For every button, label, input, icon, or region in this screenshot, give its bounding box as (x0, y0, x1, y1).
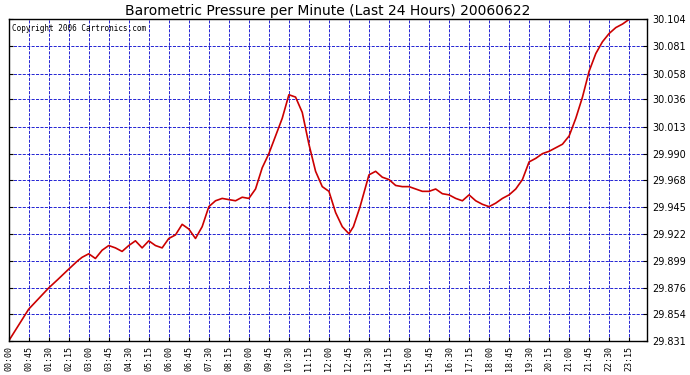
Text: Copyright 2006 Cartronics.com: Copyright 2006 Cartronics.com (12, 24, 146, 33)
Title: Barometric Pressure per Minute (Last 24 Hours) 20060622: Barometric Pressure per Minute (Last 24 … (125, 4, 531, 18)
